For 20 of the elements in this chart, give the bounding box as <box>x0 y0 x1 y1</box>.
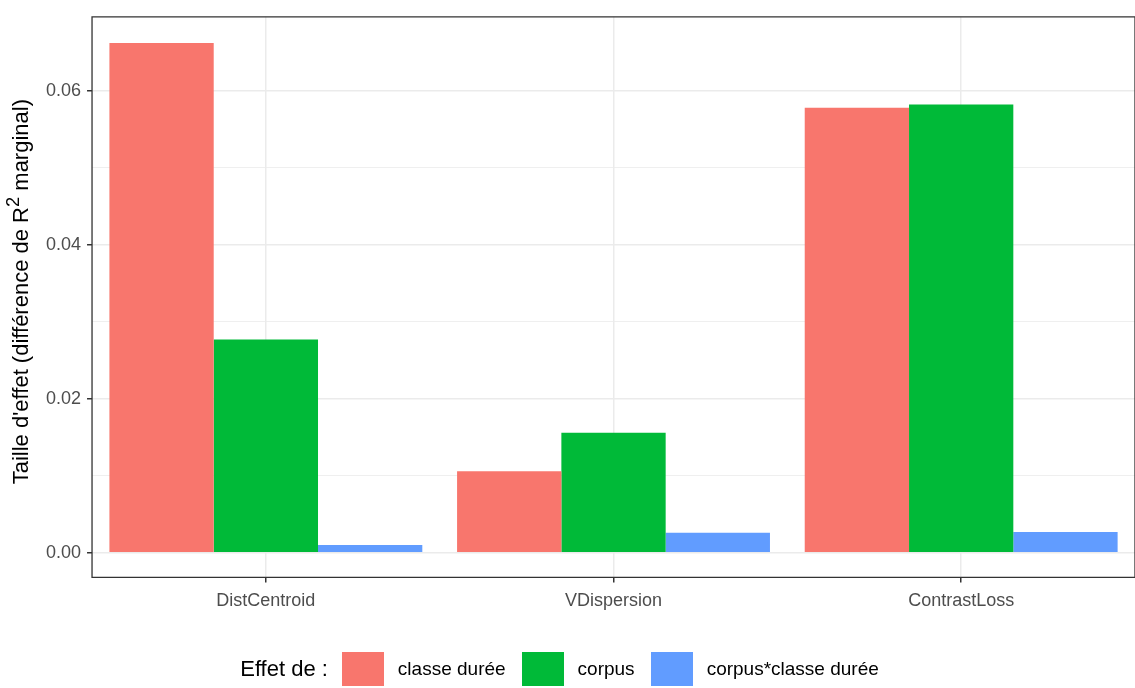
legend-label: corpus <box>577 658 635 680</box>
x-tick-label: VDispersion <box>564 590 663 611</box>
bar <box>561 432 666 553</box>
legend-label: classe durée <box>397 658 506 680</box>
y-tick-label: 0.06 <box>45 79 82 100</box>
bar <box>1013 531 1118 553</box>
bar <box>109 42 214 553</box>
bar <box>804 107 910 553</box>
y-tick-label: 0.02 <box>45 387 82 408</box>
legend-label: corpus*classe durée <box>706 658 879 680</box>
y-tick-label: 0.00 <box>45 541 82 562</box>
bar <box>318 545 423 553</box>
y-tick-label: 0.04 <box>45 233 82 254</box>
legend-title: Effet de : <box>240 656 328 682</box>
bar <box>909 104 1014 553</box>
bar <box>665 532 770 553</box>
x-tick-label: DistCentroid <box>216 590 316 611</box>
x-tick-label: ContrastLoss <box>908 590 1015 611</box>
bar <box>213 339 319 553</box>
bar <box>457 471 562 553</box>
